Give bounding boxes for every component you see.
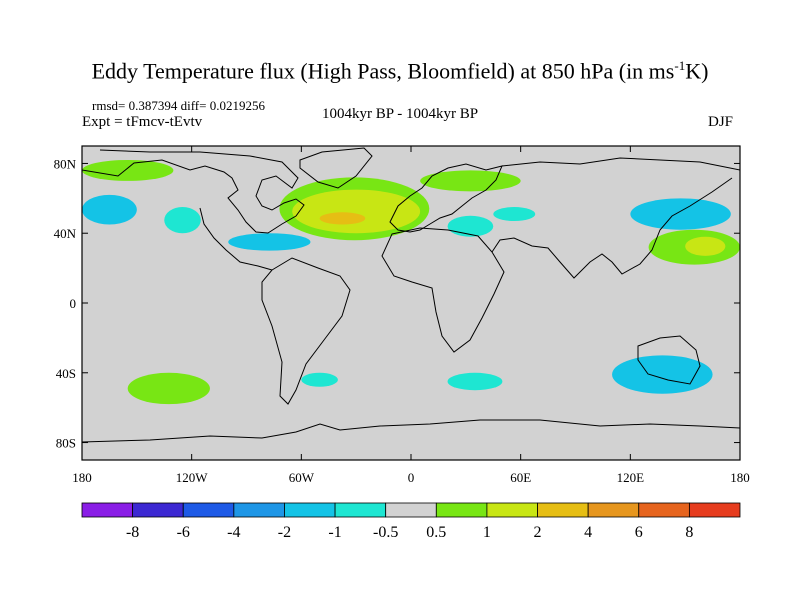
colorbar-swatch xyxy=(638,502,690,518)
season-label: DJF xyxy=(708,114,734,130)
colorbar-swatch xyxy=(284,502,336,518)
colorbar-label: 4 xyxy=(584,524,592,541)
colorbar-label: -0.5 xyxy=(373,524,398,541)
colorbar-label: 8 xyxy=(685,524,693,541)
colorbar-label: -8 xyxy=(126,524,139,541)
flux-region xyxy=(420,170,521,192)
colorbar-swatch xyxy=(486,502,538,518)
y-tick-label: 40N xyxy=(54,226,77,241)
flux-region xyxy=(447,215,494,237)
colorbar-label: -6 xyxy=(177,524,190,541)
colorbar-swatch xyxy=(385,502,437,518)
colorbar-swatch xyxy=(233,502,285,518)
colorbar: -8 -6 -4 -2 -1 -0.5 0.5 1 2 4 6 8 xyxy=(81,502,741,541)
flux-region xyxy=(493,207,536,222)
colorbar-label: -4 xyxy=(227,524,240,541)
y-tick-label: 0 xyxy=(70,296,77,311)
x-tick-label: 0 xyxy=(408,470,415,485)
colorbar-swatch xyxy=(132,502,184,518)
x-tick-label: 120W xyxy=(176,470,209,485)
flux-region xyxy=(612,355,713,394)
x-tick-label: 120E xyxy=(617,470,645,485)
colorbar-label: 0.5 xyxy=(426,524,446,541)
coastline-europe xyxy=(389,163,503,233)
flux-region xyxy=(447,372,503,391)
y-tick-label: 80N xyxy=(54,156,77,171)
x-tick-label: 60E xyxy=(510,470,531,485)
colorbar-label: -1 xyxy=(328,524,341,541)
flux-regions xyxy=(82,159,740,405)
colorbar-swatch xyxy=(587,502,640,518)
colorbar-label: 1 xyxy=(483,524,491,541)
coastline-north-america xyxy=(82,149,305,234)
x-axis: 180 120W 60W 0 60E 120E 180 xyxy=(72,146,750,485)
colorbar-swatch xyxy=(81,502,134,518)
y-tick-label: 80S xyxy=(56,436,76,451)
coastline-australia xyxy=(637,335,701,385)
colorbar-label: 6 xyxy=(635,524,643,541)
flux-region xyxy=(319,212,366,225)
y-axis: 80N 40N 0 40S 80S xyxy=(54,156,740,451)
colorbar-swatch xyxy=(334,502,387,518)
x-tick-label: 180 xyxy=(730,470,750,485)
flux-region xyxy=(228,233,311,251)
coastline-greenland xyxy=(299,147,373,189)
stats-subtitle: rmsd= 0.387394 diff= 0.0219256 xyxy=(92,98,265,113)
colorbar-swatch xyxy=(688,502,741,518)
flux-region xyxy=(685,236,726,256)
flux-region xyxy=(82,159,174,181)
colorbar-swatch xyxy=(182,502,235,518)
flux-region xyxy=(630,198,731,230)
coastline-africa xyxy=(381,227,505,353)
colorbar-swatch xyxy=(435,502,488,518)
experiment-label: Expt = tFmcv-tEvtv xyxy=(82,114,203,130)
coastline-antarctica xyxy=(82,419,740,443)
flux-region xyxy=(301,372,338,387)
coastline-central-america xyxy=(199,207,273,271)
colorbar-label: -2 xyxy=(278,524,291,541)
colorbar-swatch xyxy=(537,502,589,518)
flux-region xyxy=(82,194,137,225)
coastline-asia xyxy=(491,157,740,279)
colorbar-label: 2 xyxy=(534,524,542,541)
flux-region xyxy=(127,372,210,405)
flux-region xyxy=(292,189,421,234)
period-label: 1004kyr BP - 1004kyr BP xyxy=(322,106,479,122)
y-tick-label: 40S xyxy=(56,366,76,381)
x-tick-label: 180 xyxy=(72,470,92,485)
x-tick-label: 60W xyxy=(289,470,315,485)
coastline-south-america xyxy=(261,257,351,405)
chart-title: Eddy Temperature flux (High Pass, Bloomf… xyxy=(91,58,709,84)
coastlines xyxy=(82,147,740,443)
flux-region xyxy=(164,207,201,234)
